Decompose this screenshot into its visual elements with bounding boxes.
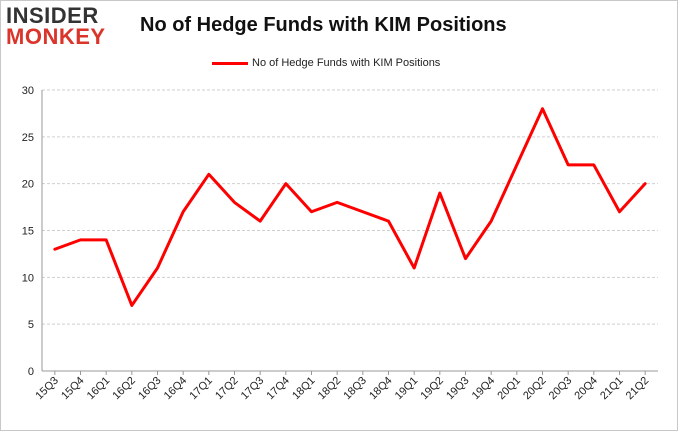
- chart-legend: No of Hedge Funds with KIM Positions: [212, 55, 440, 71]
- x-tick-label: 17Q3: [239, 375, 267, 403]
- x-tick-label: 19Q3: [444, 375, 472, 403]
- x-tick-label: 16Q2: [110, 375, 138, 403]
- x-tick-label: 19Q2: [418, 375, 446, 403]
- x-tick-label: 16Q1: [85, 375, 113, 403]
- y-tick-label: 0: [28, 366, 34, 378]
- series-line: [53, 107, 647, 307]
- insider-monkey-logo: INSIDER MONKEY: [6, 3, 126, 49]
- x-tick-label: 18Q4: [367, 375, 395, 403]
- x-tick-label: 15Q3: [33, 375, 61, 403]
- y-tick-label: 30: [22, 85, 34, 97]
- x-tick-label: 18Q2: [316, 375, 344, 403]
- y-tick-label: 10: [22, 272, 34, 284]
- x-tick-label: 21Q2: [624, 375, 652, 403]
- x-tick-label: 16Q4: [162, 375, 190, 403]
- chart-title: No of Hedge Funds with KIM Positions: [140, 14, 507, 36]
- x-tick-label: 20Q1: [495, 375, 523, 403]
- x-tick-label: 20Q3: [547, 375, 575, 403]
- x-tick-label: 17Q2: [213, 375, 241, 403]
- x-tick-label: 19Q4: [470, 375, 498, 403]
- x-tick-label: 17Q1: [187, 375, 215, 403]
- y-tick-label: 20: [22, 179, 34, 191]
- x-tick-label: 15Q4: [59, 375, 87, 403]
- x-tick-label: 18Q3: [341, 375, 369, 403]
- x-tick-label: 16Q3: [136, 375, 164, 403]
- legend-label: No of Hedge Funds with KIM Positions: [252, 57, 441, 69]
- x-tick-label: 20Q4: [572, 375, 600, 403]
- x-tick-label: 20Q2: [521, 375, 549, 403]
- y-tick-label: 5: [28, 319, 34, 331]
- x-tick-label: 21Q1: [598, 375, 626, 403]
- legend-swatch: [212, 61, 248, 65]
- x-tick-label: 19Q1: [393, 375, 421, 403]
- y-tick-label: 25: [22, 132, 34, 144]
- logo-line-1: INSIDER: [6, 3, 99, 28]
- logo-line-2: MONKEY: [6, 23, 106, 49]
- x-tick-label: 17Q4: [264, 375, 292, 403]
- y-tick-label: 15: [22, 226, 34, 238]
- x-tick-label: 18Q1: [290, 375, 318, 403]
